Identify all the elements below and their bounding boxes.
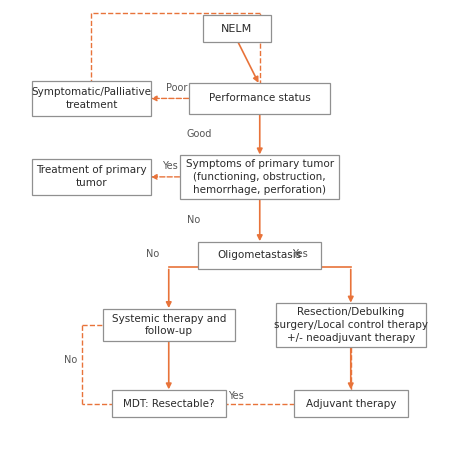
- FancyBboxPatch shape: [32, 80, 151, 116]
- Text: Poor: Poor: [165, 83, 187, 93]
- FancyBboxPatch shape: [189, 83, 330, 114]
- Text: Systemic therapy and
follow-up: Systemic therapy and follow-up: [111, 314, 226, 336]
- Text: Symptomatic/Palliative
treatment: Symptomatic/Palliative treatment: [31, 87, 151, 110]
- Text: Oligometastasis: Oligometastasis: [218, 250, 302, 260]
- FancyBboxPatch shape: [276, 303, 426, 347]
- Text: Yes: Yes: [162, 161, 178, 171]
- Text: Yes: Yes: [228, 391, 244, 401]
- Text: No: No: [64, 355, 78, 365]
- Text: Good: Good: [187, 129, 212, 139]
- FancyBboxPatch shape: [112, 390, 226, 417]
- FancyBboxPatch shape: [103, 309, 235, 341]
- Text: No: No: [146, 249, 160, 259]
- Text: Yes: Yes: [292, 249, 307, 259]
- Text: Adjuvant therapy: Adjuvant therapy: [306, 399, 396, 409]
- FancyBboxPatch shape: [294, 390, 408, 417]
- Text: Resection/Debulking
surgery/Local control therapy
+/- neoadjuvant therapy: Resection/Debulking surgery/Local contro…: [274, 307, 428, 343]
- FancyBboxPatch shape: [180, 155, 339, 199]
- Text: Performance status: Performance status: [209, 94, 310, 104]
- Text: Symptoms of primary tumor
(functioning, obstruction,
hemorrhage, perforation): Symptoms of primary tumor (functioning, …: [186, 159, 334, 195]
- Text: MDT: Resectable?: MDT: Resectable?: [123, 399, 215, 409]
- FancyBboxPatch shape: [198, 242, 321, 269]
- Text: Treatment of primary
tumor: Treatment of primary tumor: [36, 165, 146, 188]
- Text: NELM: NELM: [221, 24, 253, 34]
- FancyBboxPatch shape: [32, 159, 151, 195]
- Text: No: No: [187, 215, 200, 225]
- FancyBboxPatch shape: [203, 15, 271, 42]
